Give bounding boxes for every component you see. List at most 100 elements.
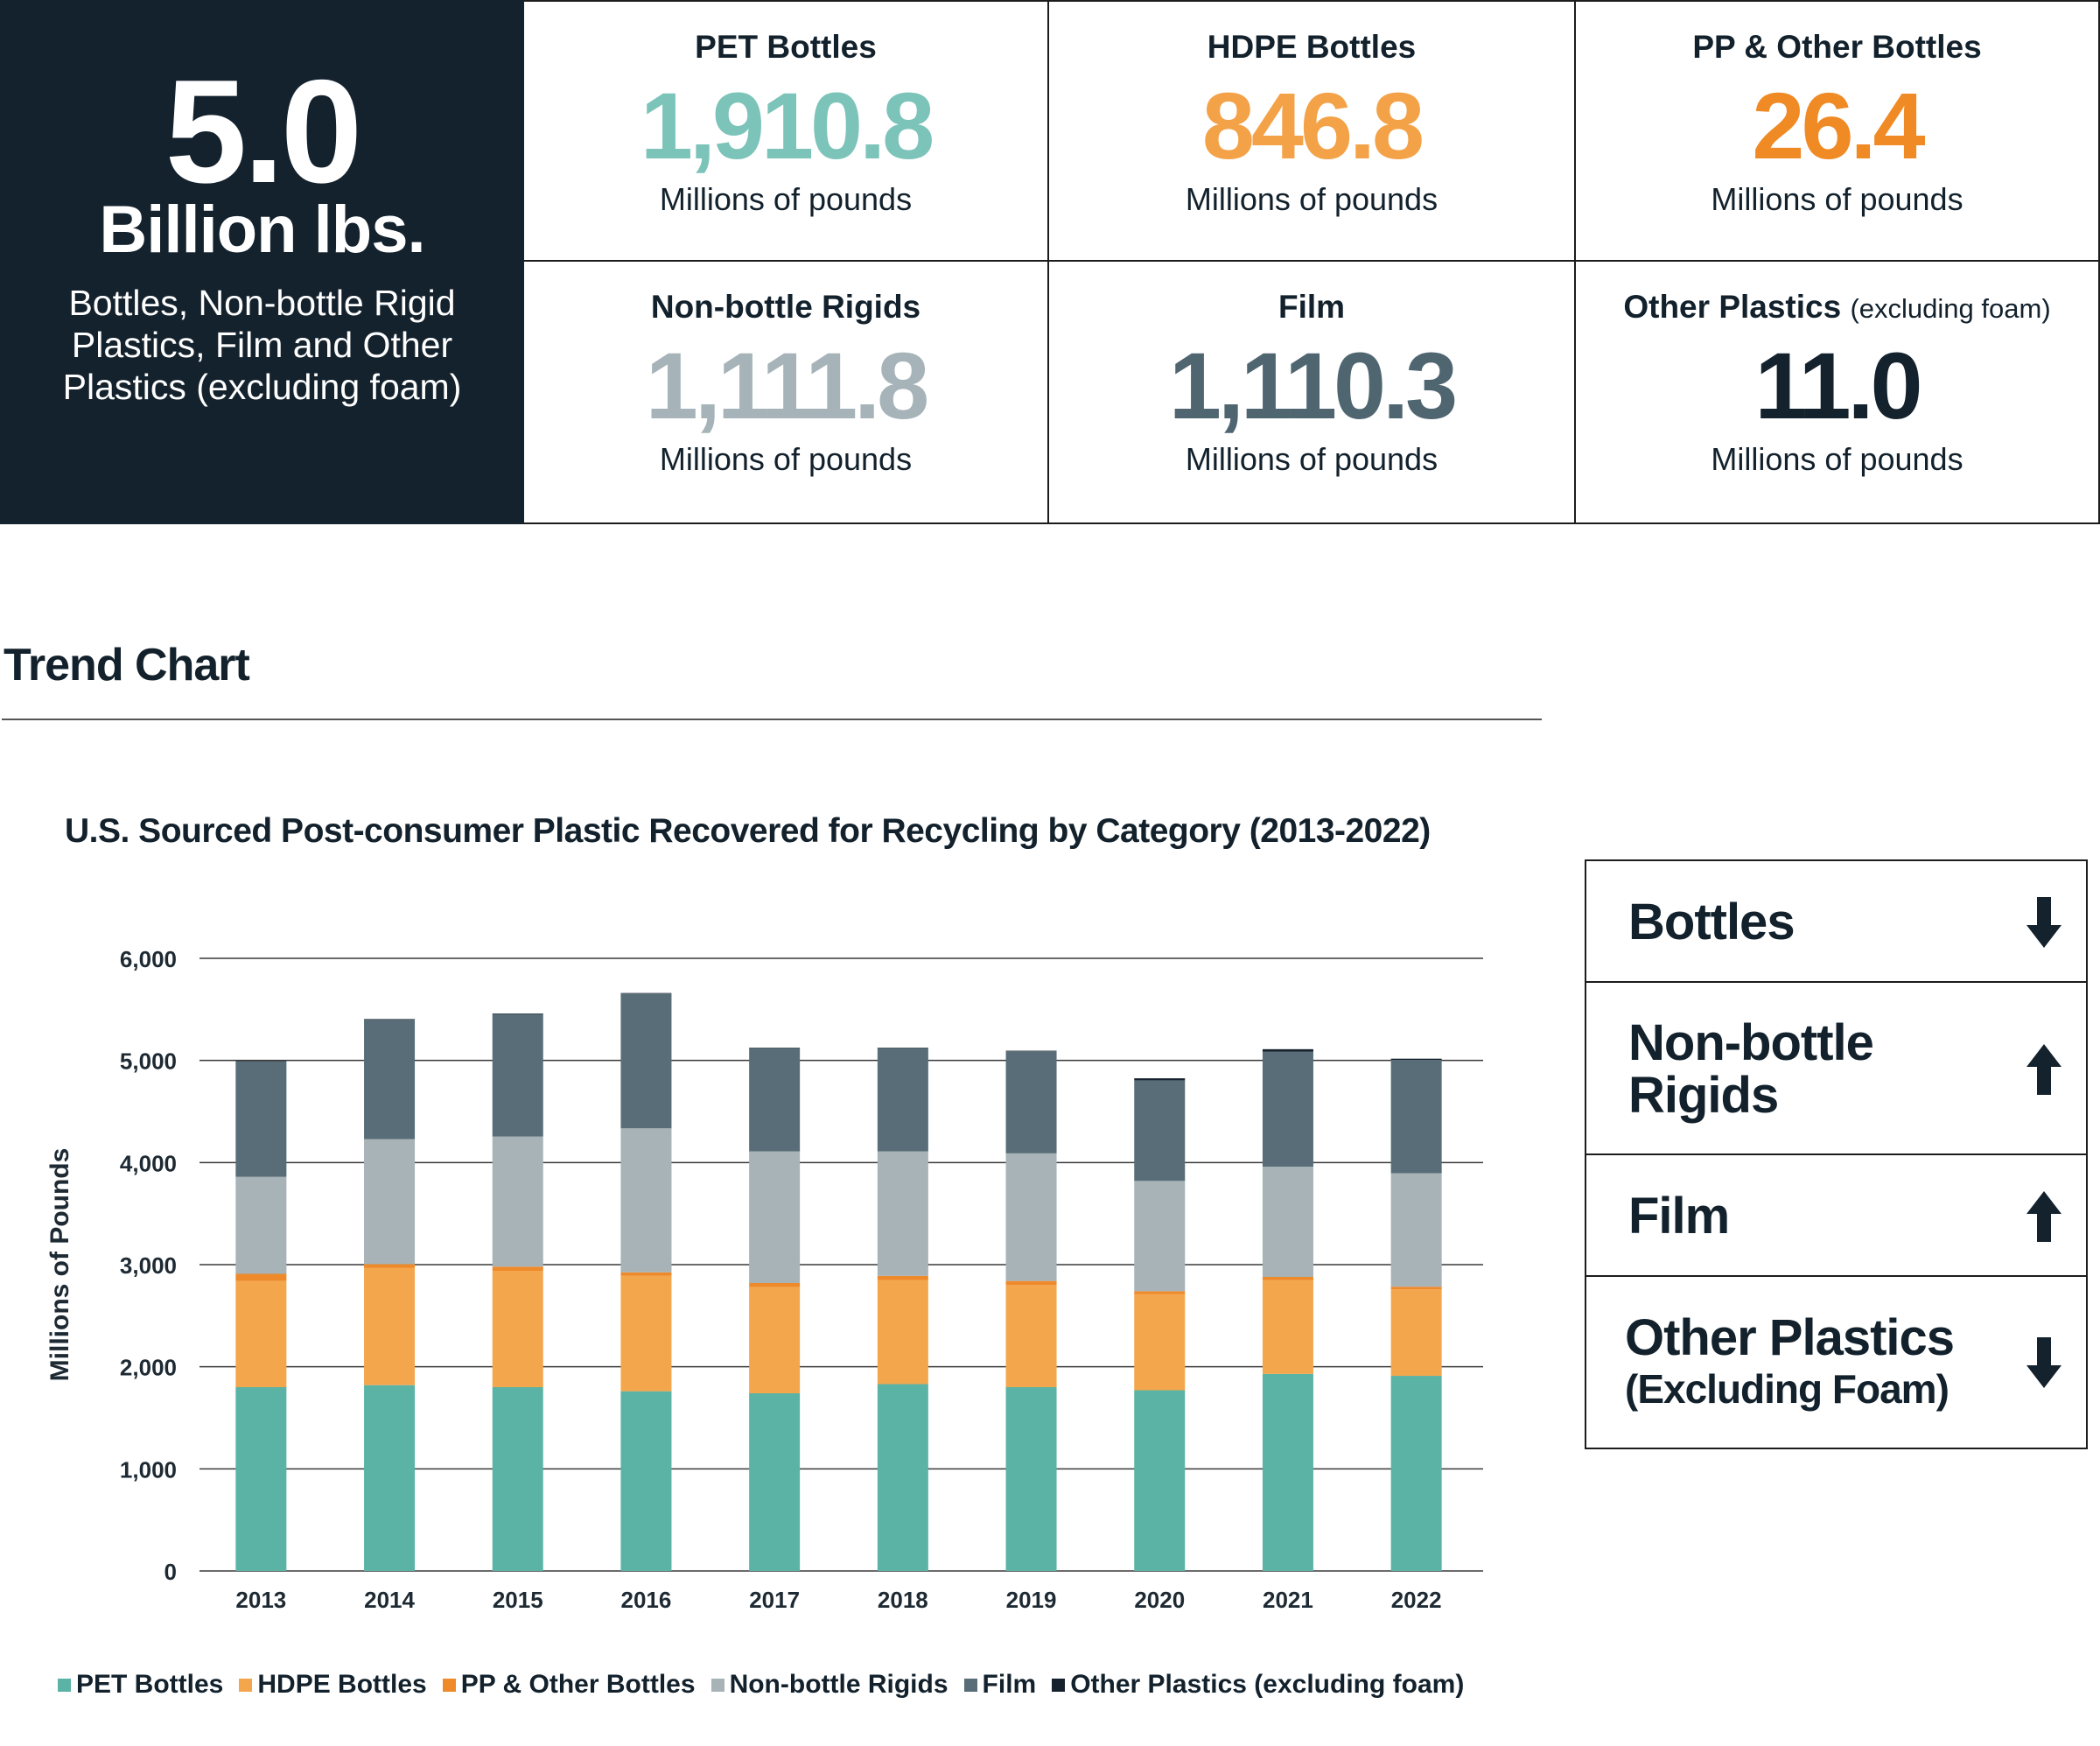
section-divider (2, 719, 1542, 720)
stat-card-unit: Millions of pounds (1185, 441, 1438, 477)
arrow-up-icon (2026, 1190, 2062, 1242)
bar-segment (492, 1013, 543, 1137)
stat-card-unit: Millions of pounds (1711, 441, 1964, 477)
trend-row: Bottles (1586, 861, 2086, 983)
bar-segment (364, 1264, 416, 1268)
bar-segment (492, 1387, 543, 1571)
bar-segment (492, 1136, 543, 1267)
bar-segment (749, 1287, 801, 1393)
bar-segment (492, 1271, 543, 1387)
stat-card-title: Non-bottle Rigids (650, 289, 921, 325)
bar-segment (749, 1283, 801, 1287)
x-tick-label: 2013 (235, 1587, 286, 1613)
stat-card-title: PP & Other Bottles (1692, 29, 1982, 65)
stat-card-unit: Millions of pounds (659, 181, 913, 217)
legend-item: Non-bottle Rigids (710, 1670, 948, 1700)
bar-segment (620, 1272, 672, 1276)
legend-item: HDPE Bottles (239, 1670, 427, 1700)
bar-segment (1005, 1051, 1057, 1153)
trend-row: Film (1586, 1155, 2086, 1277)
stacked-bar-chart: 0 1,000 2,000 3,000 4,000 5,000 6,000 Millions … (46, 946, 1483, 1613)
bar-segment (1005, 1050, 1057, 1052)
y-tick-label: 2,000 (120, 1355, 177, 1381)
bar-segment (1390, 1287, 1442, 1290)
trend-label: Non-bottle Rigids (1628, 1016, 1917, 1122)
stat-card-title: Film (1278, 289, 1346, 325)
trend-label: Other Plastics (Excluding Foam) (1625, 1308, 1955, 1413)
section-title: Trend Chart (4, 640, 250, 691)
bar-segment (235, 1387, 287, 1571)
stat-card-film: Film 1,110.3 Millions of pounds (1049, 262, 1576, 524)
stat-card-title: PET Bottles (695, 29, 877, 65)
trend-label: Bottles (1628, 893, 1796, 950)
bar-segment (1005, 1153, 1057, 1281)
trend-label-text: Bottles (1628, 893, 1796, 950)
bar-segment (235, 1280, 287, 1387)
legend-item: PET Bottles (58, 1670, 223, 1700)
total-description: Bottles, Non-bottle Rigid Plastics, Film… (62, 283, 462, 407)
legend-swatch (1052, 1678, 1066, 1692)
bar-segment (235, 1176, 287, 1274)
bar-segment (235, 1061, 287, 1062)
bar-segment (1390, 1289, 1442, 1377)
arrow-up-icon (2026, 1043, 2062, 1095)
bar-segment (492, 1266, 543, 1271)
x-tick-label: 2014 (364, 1587, 415, 1613)
bar-segment (1005, 1285, 1057, 1387)
stat-card-value: 11.0 (1754, 333, 1922, 438)
arrow-down-icon (2026, 896, 2062, 948)
bar-segment (877, 1151, 928, 1276)
legend-swatch (710, 1678, 724, 1692)
chart-legend: PET Bottles HDPE Bottles PP & Other Bottle… (58, 1670, 1464, 1700)
bar-segment (364, 1019, 416, 1020)
y-tick-label: 5,000 (120, 1048, 177, 1075)
bar-segment (235, 1061, 287, 1177)
bar-segment (877, 1275, 928, 1280)
stat-card-value: 1,110.3 (1168, 333, 1458, 438)
stat-card-other-plastics: Other Plastics (excluding foam) 11.0 Mil… (1576, 262, 2100, 524)
legend-label: Non-bottle Rigids (729, 1670, 948, 1699)
bar-segment (1262, 1280, 1313, 1374)
x-tick-label: 2018 (878, 1587, 928, 1613)
y-tick-label: 4,000 (120, 1150, 177, 1176)
bar-segment (1390, 1058, 1442, 1060)
stat-card-value: 1,111.8 (645, 333, 929, 438)
bar-segment (1262, 1277, 1313, 1280)
bar-segment (620, 1275, 672, 1392)
category-stats-grid: PET Bottles 1,910.8 Millions of pounds H… (524, 0, 2100, 524)
y-tick-label: 3,000 (120, 1252, 177, 1279)
bar-segment (1134, 1291, 1186, 1294)
y-tick-label: 0 (164, 1559, 177, 1585)
legend-label: HDPE Bottles (257, 1670, 427, 1699)
total-value: 5.0 (164, 49, 363, 214)
total-summary-panel: 5.0 Billion lbs. Bottles, Non-bottle Rig… (0, 0, 524, 524)
bar-segment (749, 1151, 801, 1283)
bar-segment (1005, 1387, 1057, 1571)
legend-item: Film (963, 1670, 1036, 1700)
trend-label-text: Other Plastics (1625, 1308, 1955, 1366)
bar-segment (620, 992, 672, 994)
bar-segment (749, 1393, 801, 1571)
bar-segment (1262, 1048, 1313, 1052)
total-unit: Billion lbs. (99, 193, 425, 267)
stat-card-non-bottle-rigids: Non-bottle Rigids 1,111.8 Millions of po… (524, 262, 1049, 524)
bar-segment (1262, 1051, 1313, 1167)
bar-segment (235, 1273, 287, 1281)
stat-card-value: 26.4 (1752, 73, 1925, 179)
bar-segment (620, 1128, 672, 1273)
bar-segment (492, 1013, 543, 1014)
stat-card-title: HDPE Bottles (1207, 29, 1417, 65)
bar-segment (1134, 1078, 1186, 1081)
bar-segment (877, 1384, 928, 1571)
bar-segment (877, 1280, 928, 1385)
trend-row: Non-bottle Rigids (1586, 983, 2086, 1155)
legend-item: PP & Other Bottles (442, 1670, 696, 1700)
bar-segment (1134, 1080, 1186, 1182)
x-tick-label: 2015 (493, 1587, 543, 1613)
bar-segment (620, 1391, 672, 1571)
stat-card-value: 846.8 (1201, 73, 1424, 179)
arrow-down-icon (2026, 1336, 2062, 1388)
x-tick-label: 2016 (621, 1587, 672, 1613)
legend-item: Other Plastics (excluding foam) (1052, 1670, 1464, 1700)
bar-segment (364, 1020, 416, 1139)
